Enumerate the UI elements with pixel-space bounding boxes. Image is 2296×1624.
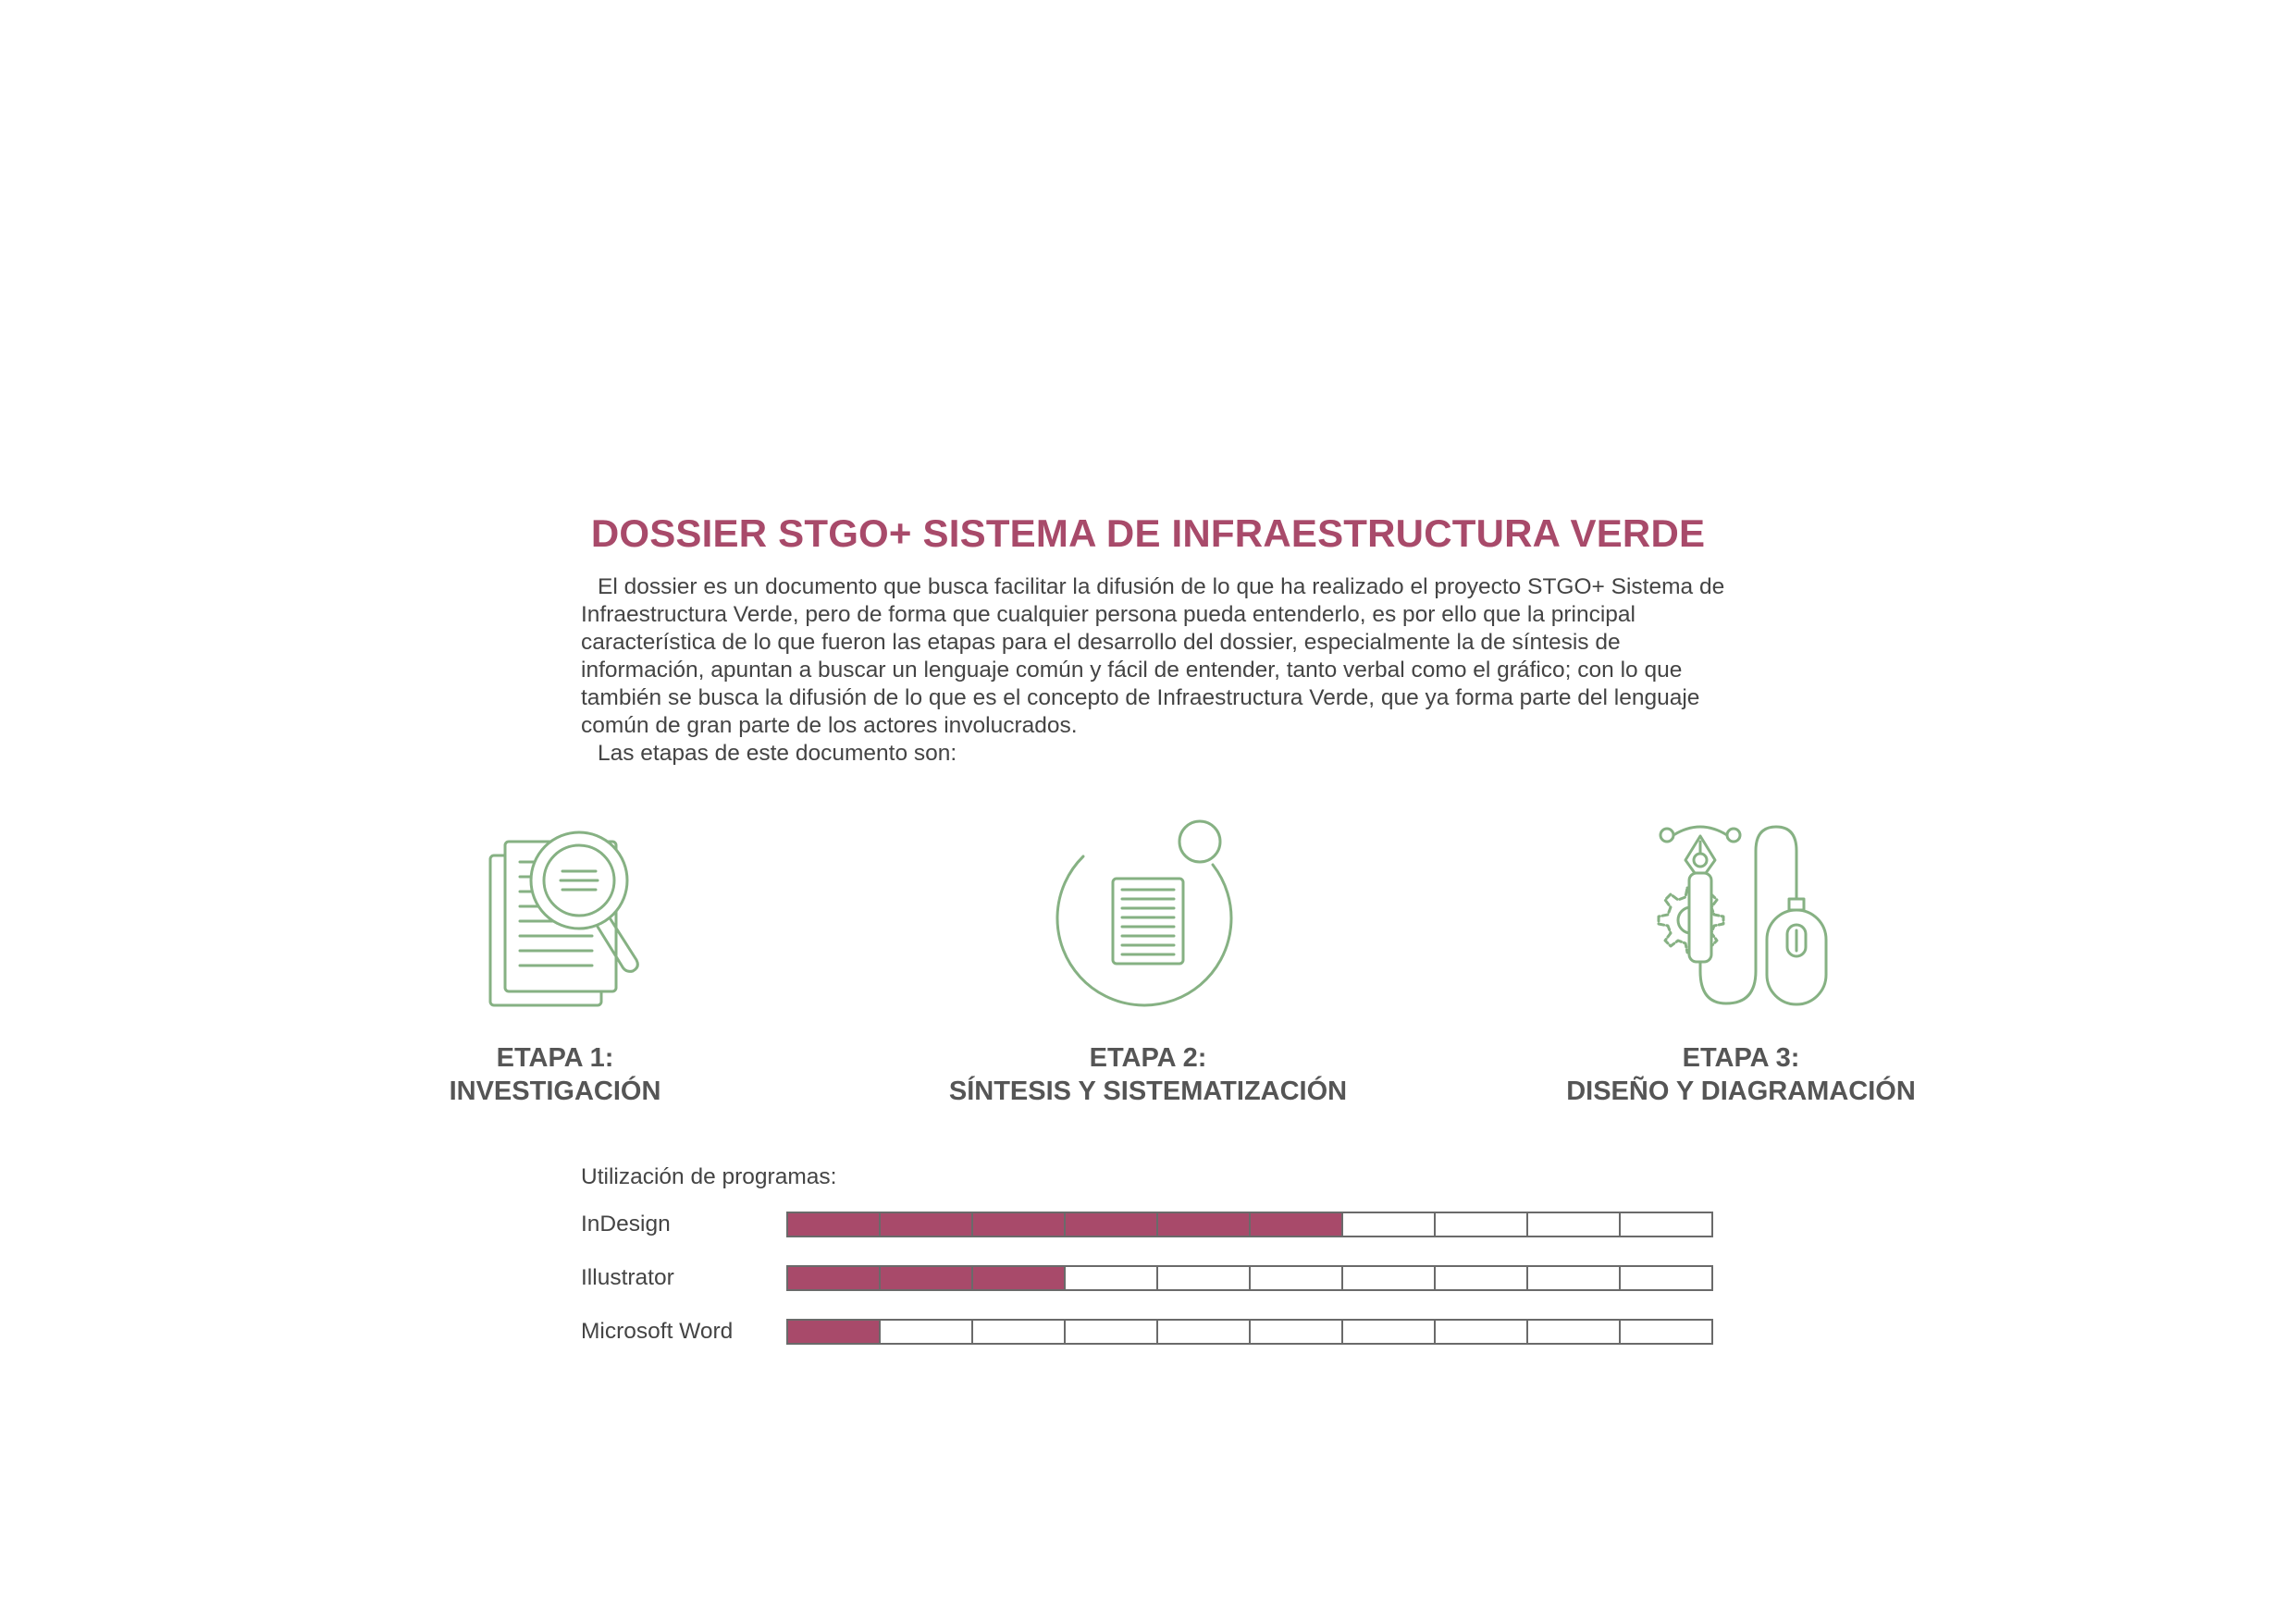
- level-segment-empty: [1621, 1213, 1711, 1236]
- level-segment-filled: [788, 1321, 881, 1343]
- level-segment-filled: [881, 1213, 973, 1236]
- level-segment-empty: [1066, 1321, 1158, 1343]
- intro-paragraph: El dossier es un documento que busca fac…: [581, 574, 1725, 738]
- stage-label: ETAPA 2: SÍNTESIS Y SISTEMATIZACIÓN: [824, 1041, 1472, 1108]
- program-level-bar: [786, 1265, 1713, 1291]
- level-segment-filled: [1066, 1213, 1158, 1236]
- level-segment-empty: [1436, 1321, 1528, 1343]
- level-segment-empty: [881, 1321, 973, 1343]
- level-segment-empty: [1528, 1267, 1621, 1289]
- level-segment-empty: [1621, 1267, 1711, 1289]
- level-segment-empty: [1528, 1321, 1621, 1343]
- document-magnifier-icon: [488, 830, 639, 1007]
- level-segment-filled: [973, 1267, 1066, 1289]
- level-segment-empty: [1343, 1267, 1436, 1289]
- program-usage-list: InDesign Illustrator Microsoft Word: [581, 1198, 1728, 1359]
- intro-paragraph: Las etapas de este documento son:: [598, 741, 957, 766]
- level-segment-empty: [1158, 1267, 1251, 1289]
- stage-name: INVESTIGACIÓN: [449, 1077, 661, 1106]
- level-segment-empty: [973, 1321, 1066, 1343]
- level-segment-filled: [788, 1213, 881, 1236]
- stage-number: ETAPA 2:: [1089, 1043, 1207, 1073]
- program-name: Microsoft Word: [581, 1319, 734, 1344]
- level-segment-empty: [1251, 1267, 1343, 1289]
- program-usage-section: Utilización de programas: InDesign Illust…: [581, 1164, 1728, 1359]
- program-usage-title: Utilización de programas:: [581, 1164, 837, 1189]
- stage-name: SÍNTESIS Y SISTEMATIZACIÓN: [948, 1077, 1348, 1106]
- stage-number: ETAPA 3:: [1682, 1043, 1800, 1073]
- intro-text: El dossier es un documento que busca fac…: [581, 573, 1728, 768]
- stage-3: ETAPA 3: DISEÑO Y DIAGRAMACIÓN: [1417, 814, 2065, 1108]
- stage-1: ETAPA 1: INVESTIGACIÓN: [231, 814, 879, 1108]
- stage-label: ETAPA 1: INVESTIGACIÓN: [231, 1041, 879, 1108]
- level-segment-empty: [1158, 1321, 1251, 1343]
- level-segment-empty: [1066, 1267, 1158, 1289]
- level-segment-filled: [788, 1267, 881, 1289]
- level-segment-empty: [1343, 1213, 1436, 1236]
- level-segment-empty: [1343, 1321, 1436, 1343]
- level-segment-filled: [881, 1267, 973, 1289]
- program-level-bar: [786, 1212, 1713, 1237]
- level-segment-filled: [1158, 1213, 1251, 1236]
- level-segment-empty: [1436, 1213, 1528, 1236]
- page-title: DOSSIER STGO+ SISTEMA DE INFRAESTRUCTURA…: [590, 511, 1706, 555]
- level-segment-filled: [1251, 1213, 1343, 1236]
- program-name: Illustrator: [581, 1265, 674, 1290]
- stage-2: ETAPA 2: SÍNTESIS Y SISTEMATIZACIÓN: [824, 814, 1472, 1108]
- document-cycle-icon: [1055, 819, 1233, 1007]
- program-usage-row: Illustrator: [581, 1251, 1728, 1305]
- level-segment-empty: [1436, 1267, 1528, 1289]
- stage-label: ETAPA 3: DISEÑO Y DIAGRAMACIÓN: [1417, 1041, 2065, 1108]
- stage-name: DISEÑO Y DIAGRAMACIÓN: [1566, 1077, 1916, 1106]
- pen-mouse-gear-icon: [1657, 825, 1828, 1006]
- level-segment-empty: [1621, 1321, 1711, 1343]
- level-segment-empty: [1251, 1321, 1343, 1343]
- level-segment-empty: [1528, 1213, 1621, 1236]
- program-name: InDesign: [581, 1212, 671, 1236]
- program-usage-row: Microsoft Word: [581, 1305, 1728, 1359]
- program-level-bar: [786, 1319, 1713, 1345]
- program-usage-row: InDesign: [581, 1198, 1728, 1251]
- stage-number: ETAPA 1:: [496, 1043, 614, 1073]
- level-segment-filled: [973, 1213, 1066, 1236]
